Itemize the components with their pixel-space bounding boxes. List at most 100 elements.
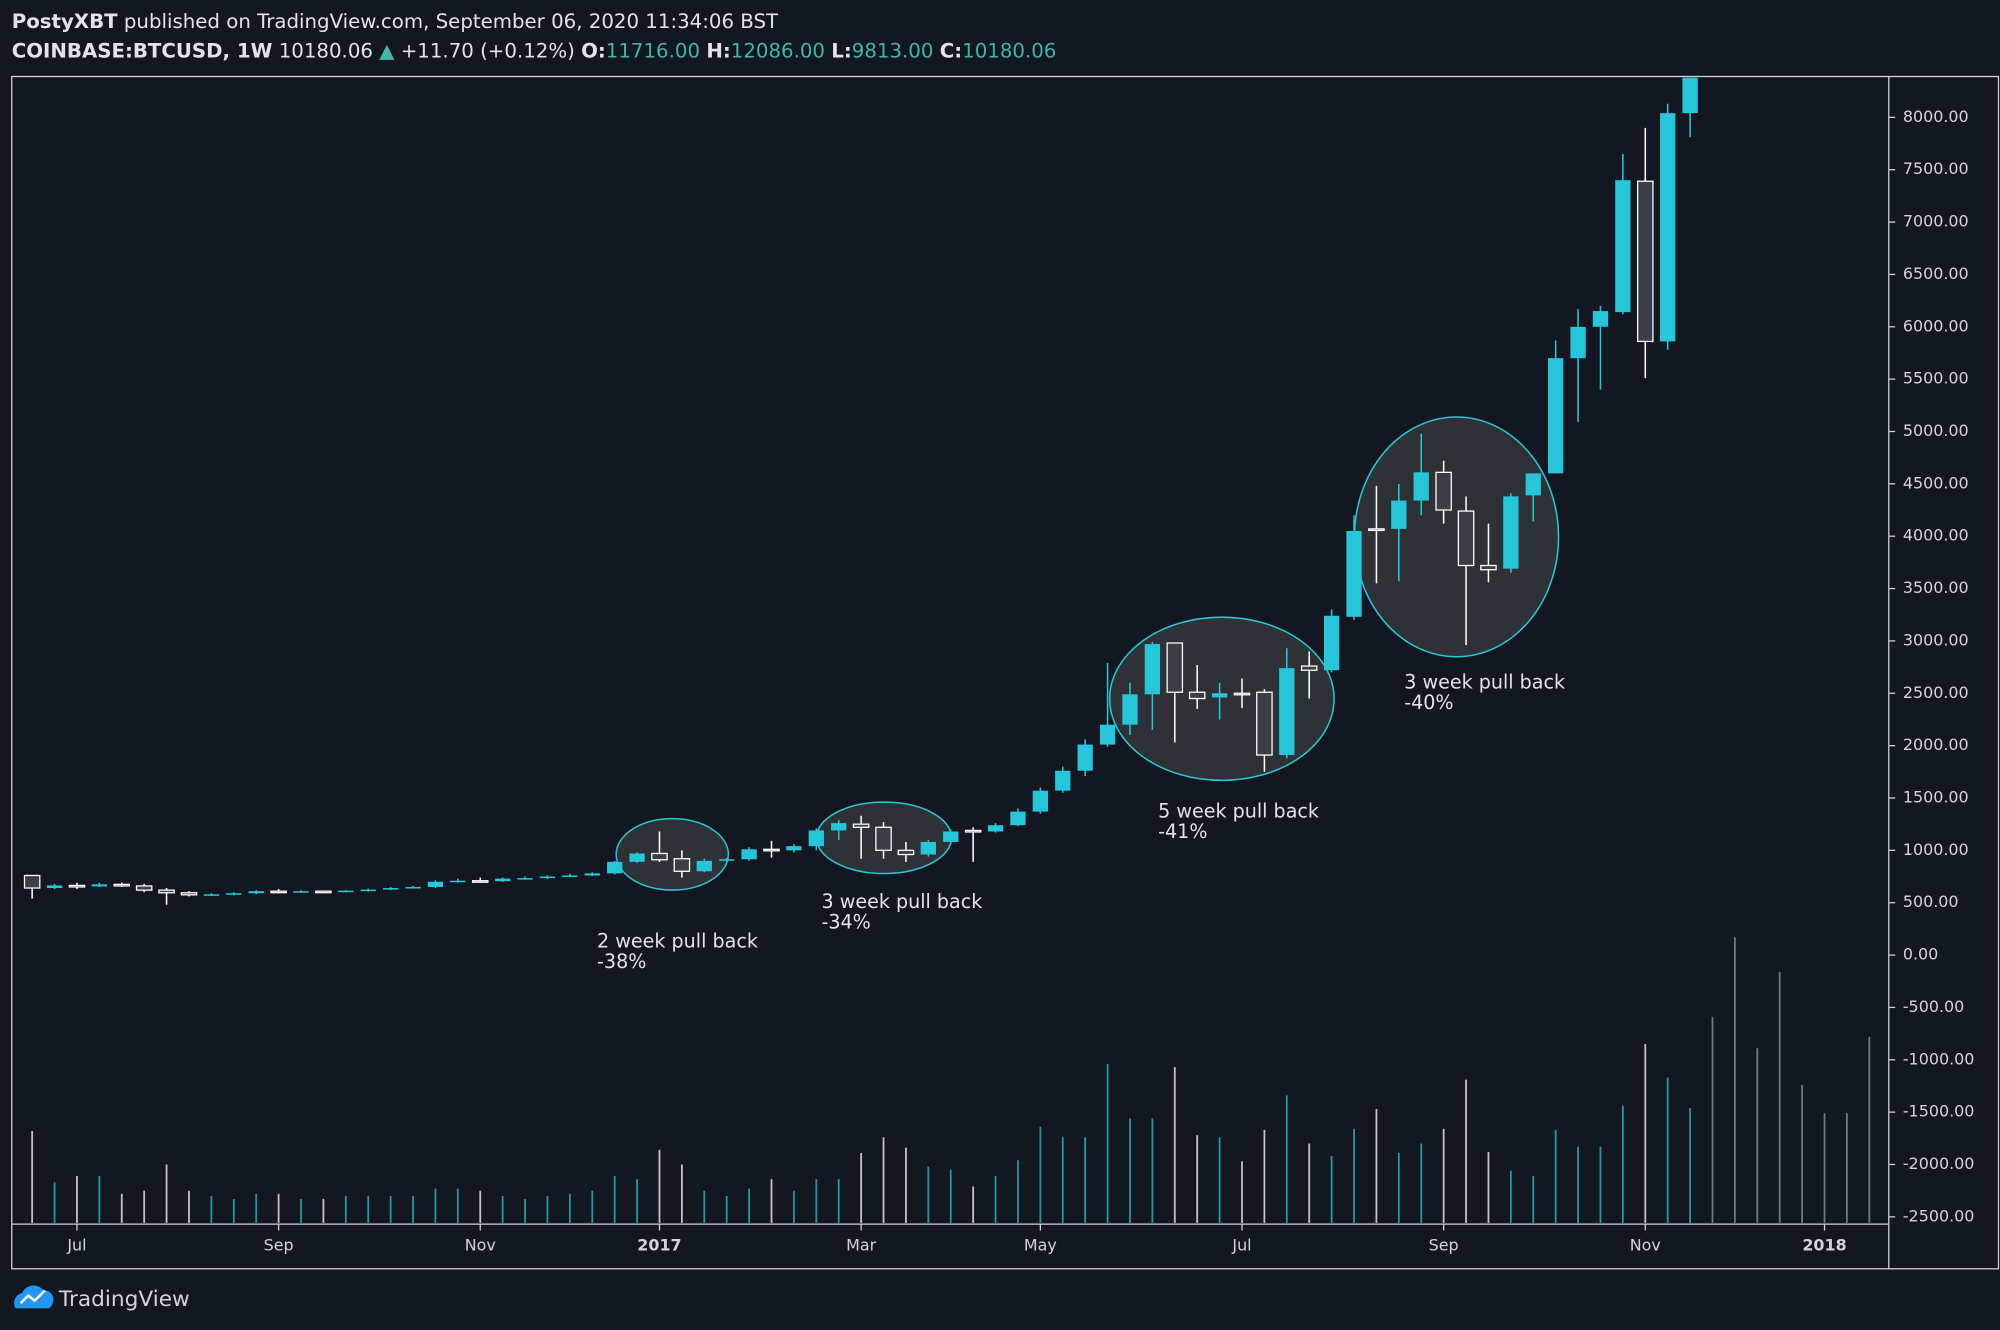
candle-body (226, 893, 242, 895)
arrow: ▲ (379, 39, 395, 62)
x-tick-label: Sep (1429, 1235, 1459, 1254)
annotation-change: -34% (821, 910, 870, 933)
x-tick-label: Nov (465, 1235, 496, 1254)
volume-bar (1218, 1137, 1221, 1223)
candle-body (808, 830, 824, 847)
y-tick-label: -1000.00 (1903, 1049, 1975, 1068)
candle-body (964, 829, 982, 833)
candle-body (852, 823, 870, 828)
candle-body (1055, 770, 1071, 791)
candle-body (1457, 510, 1475, 567)
volume-bar (120, 1193, 123, 1223)
volume-bar (1129, 1118, 1131, 1223)
volume-bar (210, 1195, 213, 1223)
volume-bar (456, 1188, 459, 1223)
y-tick-label: 1000.00 (1903, 840, 1969, 859)
volume-bar (1868, 1036, 1871, 1223)
candle-body (1660, 113, 1676, 342)
volume-bar (1263, 1129, 1266, 1223)
volume-bar (1599, 1146, 1602, 1223)
y-tick-label: 6500.00 (1903, 264, 1969, 283)
candle-body (1346, 530, 1362, 617)
candle-body (1435, 471, 1452, 511)
volume-bar (1375, 1108, 1378, 1223)
highlight (1353, 416, 1560, 658)
volume-bar (524, 1199, 526, 1223)
volume-bar (1353, 1128, 1355, 1223)
volume-bar (1420, 1143, 1423, 1223)
candle-body (1525, 473, 1541, 496)
candle-body (315, 890, 332, 894)
candle-body (158, 889, 175, 894)
candle-body (539, 876, 556, 879)
close: 10180.06 (962, 39, 1056, 62)
volume-bar (770, 1179, 773, 1223)
candle-body (1144, 644, 1161, 695)
candle-body (1548, 358, 1564, 474)
volume-bar (31, 1130, 34, 1223)
annotation-change: -38% (597, 950, 646, 973)
volume-bar (1711, 1016, 1714, 1223)
y-tick-label: 4500.00 (1903, 473, 1969, 492)
candle-body (741, 849, 757, 860)
candle-body (1592, 311, 1609, 327)
candle-body (831, 823, 847, 831)
volume-bar (1196, 1135, 1199, 1223)
volume-bar (1644, 1044, 1647, 1223)
highlight (615, 817, 730, 891)
candle-body (1279, 668, 1295, 756)
candle-body (763, 848, 780, 852)
candle-body (1570, 326, 1586, 359)
volume-bar (1734, 937, 1736, 1223)
candle-body (293, 891, 309, 893)
candle-body (673, 858, 691, 872)
volume-bar (501, 1195, 504, 1223)
volume-bar (1241, 1161, 1243, 1223)
candle-body (450, 880, 466, 883)
volume-bar (344, 1195, 347, 1223)
annotation-change: -40% (1404, 691, 1453, 714)
close-label: C: (940, 39, 962, 62)
volume-bar (1666, 1077, 1669, 1223)
volume-bar (367, 1195, 370, 1223)
candle-body (987, 825, 1004, 832)
volume-bar (815, 1179, 818, 1223)
candle-body (629, 853, 645, 862)
volume-bar (1151, 1118, 1154, 1223)
y-tick-label: 2000.00 (1903, 735, 1969, 754)
volume-bar (479, 1190, 482, 1223)
symbol: COINBASE:BTCUSD, 1W (12, 39, 273, 62)
x-tick-label: Nov (1630, 1235, 1661, 1254)
volume-bar (412, 1195, 414, 1223)
candle-body (1211, 693, 1228, 698)
volume-bar (1017, 1160, 1019, 1223)
candle-body (203, 894, 220, 896)
volume-bar (1106, 1063, 1109, 1223)
y-tick-label: 0.00 (1903, 945, 1938, 964)
brand: TradingView (58, 1287, 190, 1312)
candle-body (920, 841, 936, 855)
x-tick-label: Jul (1231, 1235, 1251, 1254)
y-tick-label: 8000.00 (1903, 107, 1969, 126)
volume-bar (613, 1175, 616, 1223)
candle-body (651, 852, 668, 861)
x-tick-label: May (1024, 1235, 1057, 1254)
open-label: O: (581, 39, 606, 62)
candle-body (1166, 642, 1184, 693)
candle-body (382, 888, 399, 890)
candle-body (471, 880, 489, 883)
candle-body (1682, 77, 1698, 114)
volume-bar (568, 1193, 571, 1223)
candle-body (1077, 744, 1093, 771)
volume-bar (658, 1149, 661, 1223)
volume-bar (837, 1179, 840, 1223)
candle-body (1615, 180, 1631, 313)
volume-bar (1039, 1126, 1042, 1223)
volume-bar (994, 1175, 997, 1223)
y-tick-label: 5000.00 (1903, 421, 1969, 440)
y-tick-label: -500.00 (1903, 997, 1964, 1016)
candle-body (1122, 694, 1138, 725)
candle-body (248, 891, 264, 894)
volume-bar (165, 1164, 168, 1223)
